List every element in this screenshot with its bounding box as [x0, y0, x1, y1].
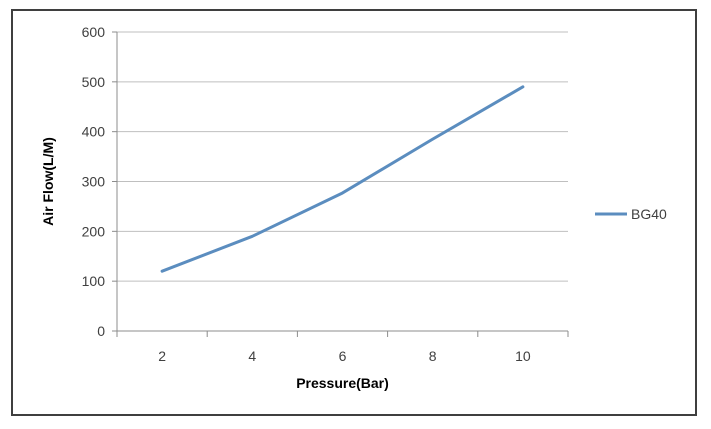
y-tick-label: 600	[82, 24, 106, 40]
y-tick-label: 400	[82, 124, 106, 140]
y-tick-label: 200	[82, 223, 106, 239]
grid-layer	[117, 31, 568, 282]
x-tick-label: 8	[429, 348, 437, 364]
y-axis-title: Air Flow(L/M)	[40, 137, 56, 226]
y-tick-label: 300	[82, 174, 106, 190]
series-line-bg40	[160, 85, 525, 273]
legend: BG40	[595, 206, 667, 222]
x-tick-label: 6	[339, 348, 347, 364]
legend-label-bg40: BG40	[631, 206, 667, 222]
series-layer	[160, 85, 525, 273]
y-tick-label: 500	[82, 74, 106, 90]
y-tick-label: 100	[82, 273, 106, 289]
x-tick-label: 10	[515, 348, 531, 364]
x-tick-label: 4	[248, 348, 256, 364]
x-axis-title: Pressure(Bar)	[296, 375, 389, 391]
x-tick-label: 2	[158, 348, 166, 364]
chart-frame: 0 100 200 300 400 500 600 2 4 6 8 10 Air Flow(L/M) …	[11, 9, 697, 416]
y-tick-label: 0	[97, 323, 105, 339]
axis-layer: 0 100 200 300 400 500 600 2 4 6 8 10	[82, 24, 569, 364]
